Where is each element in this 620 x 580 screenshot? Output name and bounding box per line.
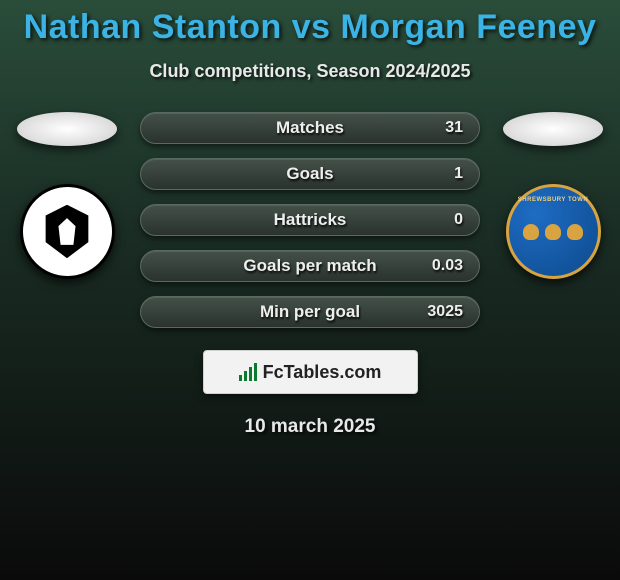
comparison-row: Matches 31 Goals 1 Hattricks 0 Goals per… xyxy=(0,112,620,328)
stat-value: 0 xyxy=(454,211,463,229)
stat-bar-matches: Matches 31 xyxy=(140,112,480,144)
page-subtitle: Club competitions, Season 2024/2025 xyxy=(0,61,620,82)
lion-icon xyxy=(545,224,561,240)
stat-value: 31 xyxy=(445,119,463,137)
club-crest-right: SHREWSBURY TOWN xyxy=(506,184,601,279)
left-player-placeholder xyxy=(17,112,117,146)
club-crest-left xyxy=(20,184,115,279)
stat-label: Goals per match xyxy=(243,256,376,276)
left-player-column xyxy=(12,112,122,279)
stat-bar-hattricks: Hattricks 0 xyxy=(140,204,480,236)
stat-label: Hattricks xyxy=(274,210,347,230)
stat-value: 0.03 xyxy=(432,257,463,275)
stat-value: 3025 xyxy=(427,303,463,321)
lion-icon xyxy=(523,224,539,240)
stat-label: Goals xyxy=(286,164,333,184)
right-player-column: SHREWSBURY TOWN xyxy=(498,112,608,279)
right-player-placeholder xyxy=(503,112,603,146)
stat-label: Min per goal xyxy=(260,302,360,322)
stat-bar-min-per-goal: Min per goal 3025 xyxy=(140,296,480,328)
chart-icon xyxy=(239,363,257,381)
crest-text: SHREWSBURY TOWN xyxy=(509,197,598,203)
shield-icon xyxy=(40,205,93,258)
stat-bar-goals: Goals 1 xyxy=(140,158,480,190)
lion-icon xyxy=(567,224,583,240)
stat-bar-goals-per-match: Goals per match 0.03 xyxy=(140,250,480,282)
brand-text: FcTables.com xyxy=(263,362,382,383)
stat-bars: Matches 31 Goals 1 Hattricks 0 Goals per… xyxy=(140,112,480,328)
stat-value: 1 xyxy=(454,165,463,183)
brand-badge[interactable]: FcTables.com xyxy=(203,350,418,394)
lions-icon xyxy=(523,224,583,240)
page-title: Nathan Stanton vs Morgan Feeney xyxy=(0,0,620,47)
report-date: 10 march 2025 xyxy=(0,416,620,438)
stat-label: Matches xyxy=(276,118,344,138)
